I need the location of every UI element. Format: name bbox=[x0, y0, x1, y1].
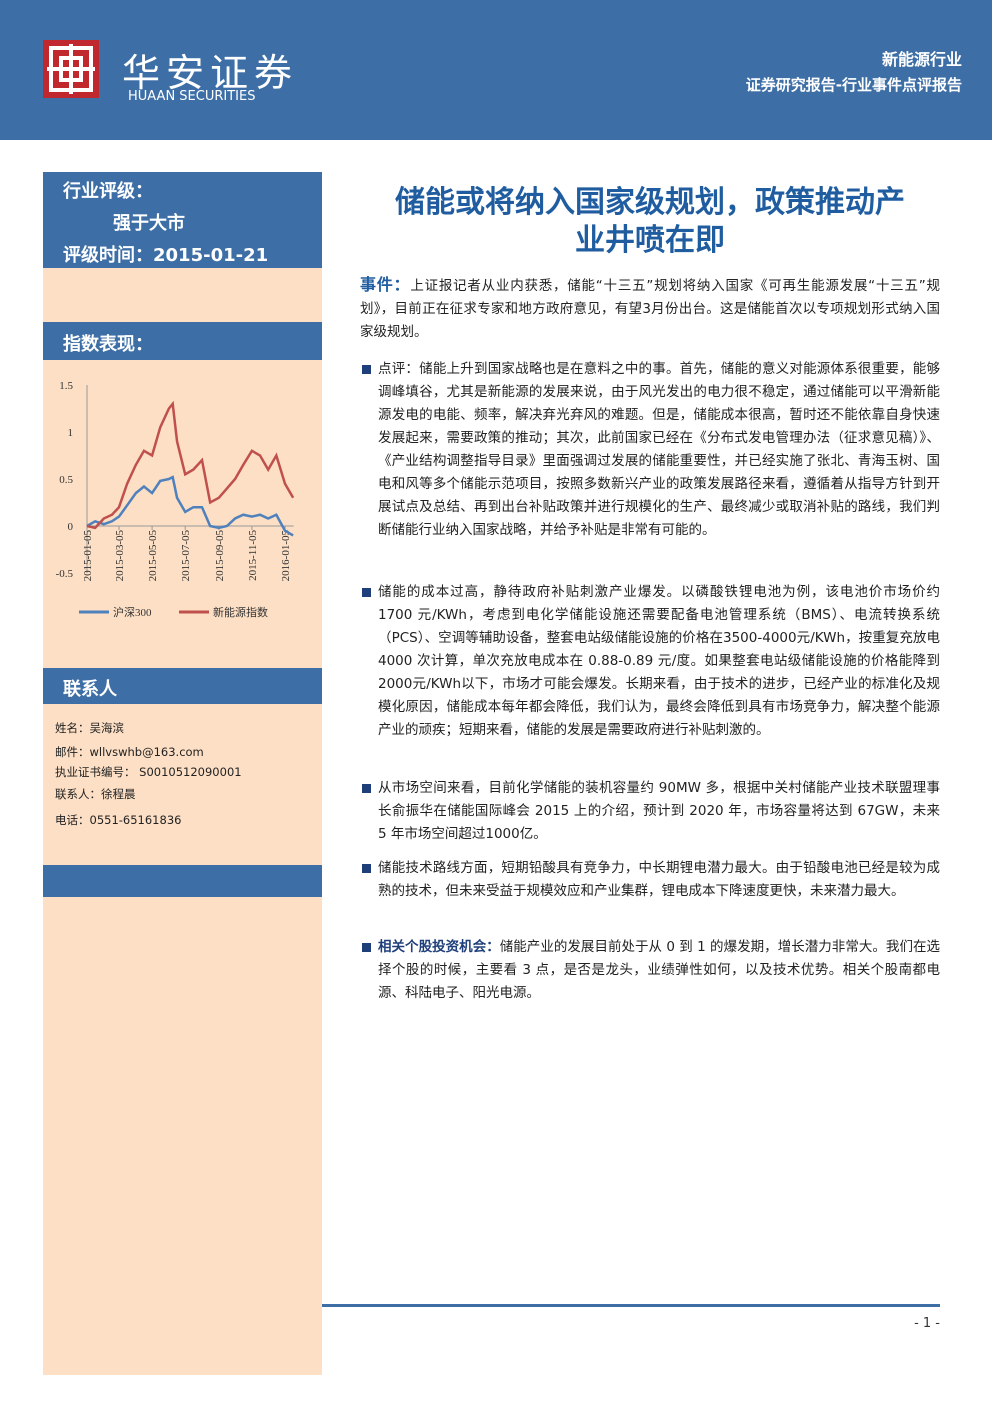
x-tick-label: 2015-07-05 bbox=[180, 530, 192, 582]
series-line bbox=[86, 400, 295, 530]
contact: 执业证书编号： S0010512090001 bbox=[55, 765, 242, 779]
sector: 新能源行业 bbox=[881, 50, 962, 69]
paragraph: 储能的成本过高，静待政府补贴刺激产业爆发。以磷酸铁锂电池为例，该电池价市场价约 … bbox=[378, 581, 940, 742]
side-bar-bottom bbox=[43, 865, 322, 897]
title-line: 业井喷在即 bbox=[575, 223, 725, 258]
x-tick-label: 2015-11-05 bbox=[247, 530, 259, 581]
index-label: 指数表现： bbox=[63, 334, 153, 355]
x-tick-label: 2015-09-05 bbox=[214, 530, 226, 582]
text: 上证报记者从业内获悉，储能“十三五”规划将纳入国家《可再生能源发展“十三五”规划… bbox=[360, 278, 940, 340]
x-tick-label: 2016-01-05 bbox=[280, 530, 292, 582]
y-tick-label: 1.5 bbox=[59, 380, 73, 392]
paragraph: 从市场空间来看，目前化学储能的装机容量约 90MW 多，根据中关村储能产业技术联… bbox=[378, 777, 940, 846]
contact: 姓名：吴海滨 bbox=[55, 721, 124, 735]
company-cn: 华安证券 bbox=[122, 51, 299, 95]
rating-box bbox=[43, 172, 322, 268]
report-type: 证券研究报告-行业事件点评报告 bbox=[745, 76, 962, 94]
chart: -0.5 0 0.5 1 1.5 2015-01-05 2015-03-05 2015-05-… bbox=[56, 380, 295, 619]
text: 储能的成本过高，静待政府补贴刺激产业爆发。以磷酸铁锂电池为例，该电池价市场价约 … bbox=[378, 584, 940, 738]
lead: 事件： bbox=[360, 275, 411, 294]
title: 储能或将纳入国家级规划，政策推动产 业井喷在即 bbox=[350, 184, 950, 260]
bullet bbox=[362, 365, 371, 374]
rating: 强于大市 bbox=[113, 213, 185, 234]
x-tick-label: 2015-05-05 bbox=[147, 530, 159, 582]
index-bar bbox=[43, 322, 322, 360]
company-en: HUAAN SECURITIES bbox=[128, 89, 256, 104]
x-tick-label: 2015-01-05 bbox=[82, 530, 94, 582]
rating-label: 行业评级： bbox=[63, 181, 153, 202]
contact: 邮件：wllvswhb@163.com bbox=[55, 745, 204, 759]
contact: 联系人：徐程晨 bbox=[55, 787, 136, 801]
y-tick-label: 0 bbox=[68, 521, 74, 533]
text: 点评：储能上升到国家战略也是在意料之中的事。首先，储能的意义对能源体系很重要，能… bbox=[378, 361, 940, 538]
bullet bbox=[362, 588, 371, 597]
contact: 电话：0551-65161836 bbox=[55, 813, 182, 827]
paragraph: 点评：储能上升到国家战略也是在意料之中的事。首先，储能的意义对能源体系很重要，能… bbox=[378, 358, 940, 542]
paragraph: 事件：上证报记者从业内获悉，储能“十三五”规划将纳入国家《可再生能源发展“十三五… bbox=[360, 273, 940, 344]
x-tick-label: 2015-03-05 bbox=[114, 530, 126, 582]
y-tick-label: -0.5 bbox=[56, 568, 74, 580]
text: 从市场空间来看，目前化学储能的装机容量约 90MW 多，根据中关村储能产业技术联… bbox=[378, 780, 940, 842]
header-band bbox=[0, 0, 992, 140]
series-line bbox=[86, 475, 294, 537]
logo-icon bbox=[43, 40, 99, 98]
legend-label: 沪深300 bbox=[113, 605, 152, 619]
sidebar bbox=[43, 172, 322, 1375]
bullet bbox=[362, 784, 371, 793]
contact-label: 联系人 bbox=[63, 679, 117, 700]
y-tick-label: 1 bbox=[68, 427, 74, 439]
contact-bar bbox=[43, 668, 322, 704]
text: 储能产业的发展目前处于从 0 到 1 的爆发期，增长潜力非常大。我们在选择个股的… bbox=[378, 939, 941, 1001]
bullet bbox=[362, 864, 371, 873]
footer-line bbox=[322, 1304, 940, 1307]
paragraph: 相关个股投资机会：储能产业的发展目前处于从 0 到 1 的爆发期，增长潜力非常大… bbox=[378, 936, 940, 1005]
text: 储能技术路线方面，短期铅酸具有竞争力，中长期锂电潜力最大。由于铅酸电池已经是较为… bbox=[378, 860, 940, 899]
legend-label: 新能源指数 bbox=[213, 605, 268, 619]
paragraph: 储能技术路线方面，短期铅酸具有竞争力，中长期锂电潜力最大。由于铅酸电池已经是较为… bbox=[378, 857, 940, 903]
title-line: 储能或将纳入国家级规划，政策推动产 bbox=[395, 185, 905, 220]
y-tick-label: 0.5 bbox=[59, 474, 73, 486]
lead: 相关个股投资机会： bbox=[378, 939, 500, 955]
bullet bbox=[362, 943, 371, 952]
page-number: - 1 - bbox=[914, 1316, 940, 1331]
rating-date: 评级时间：2015-01-21 bbox=[63, 245, 269, 266]
